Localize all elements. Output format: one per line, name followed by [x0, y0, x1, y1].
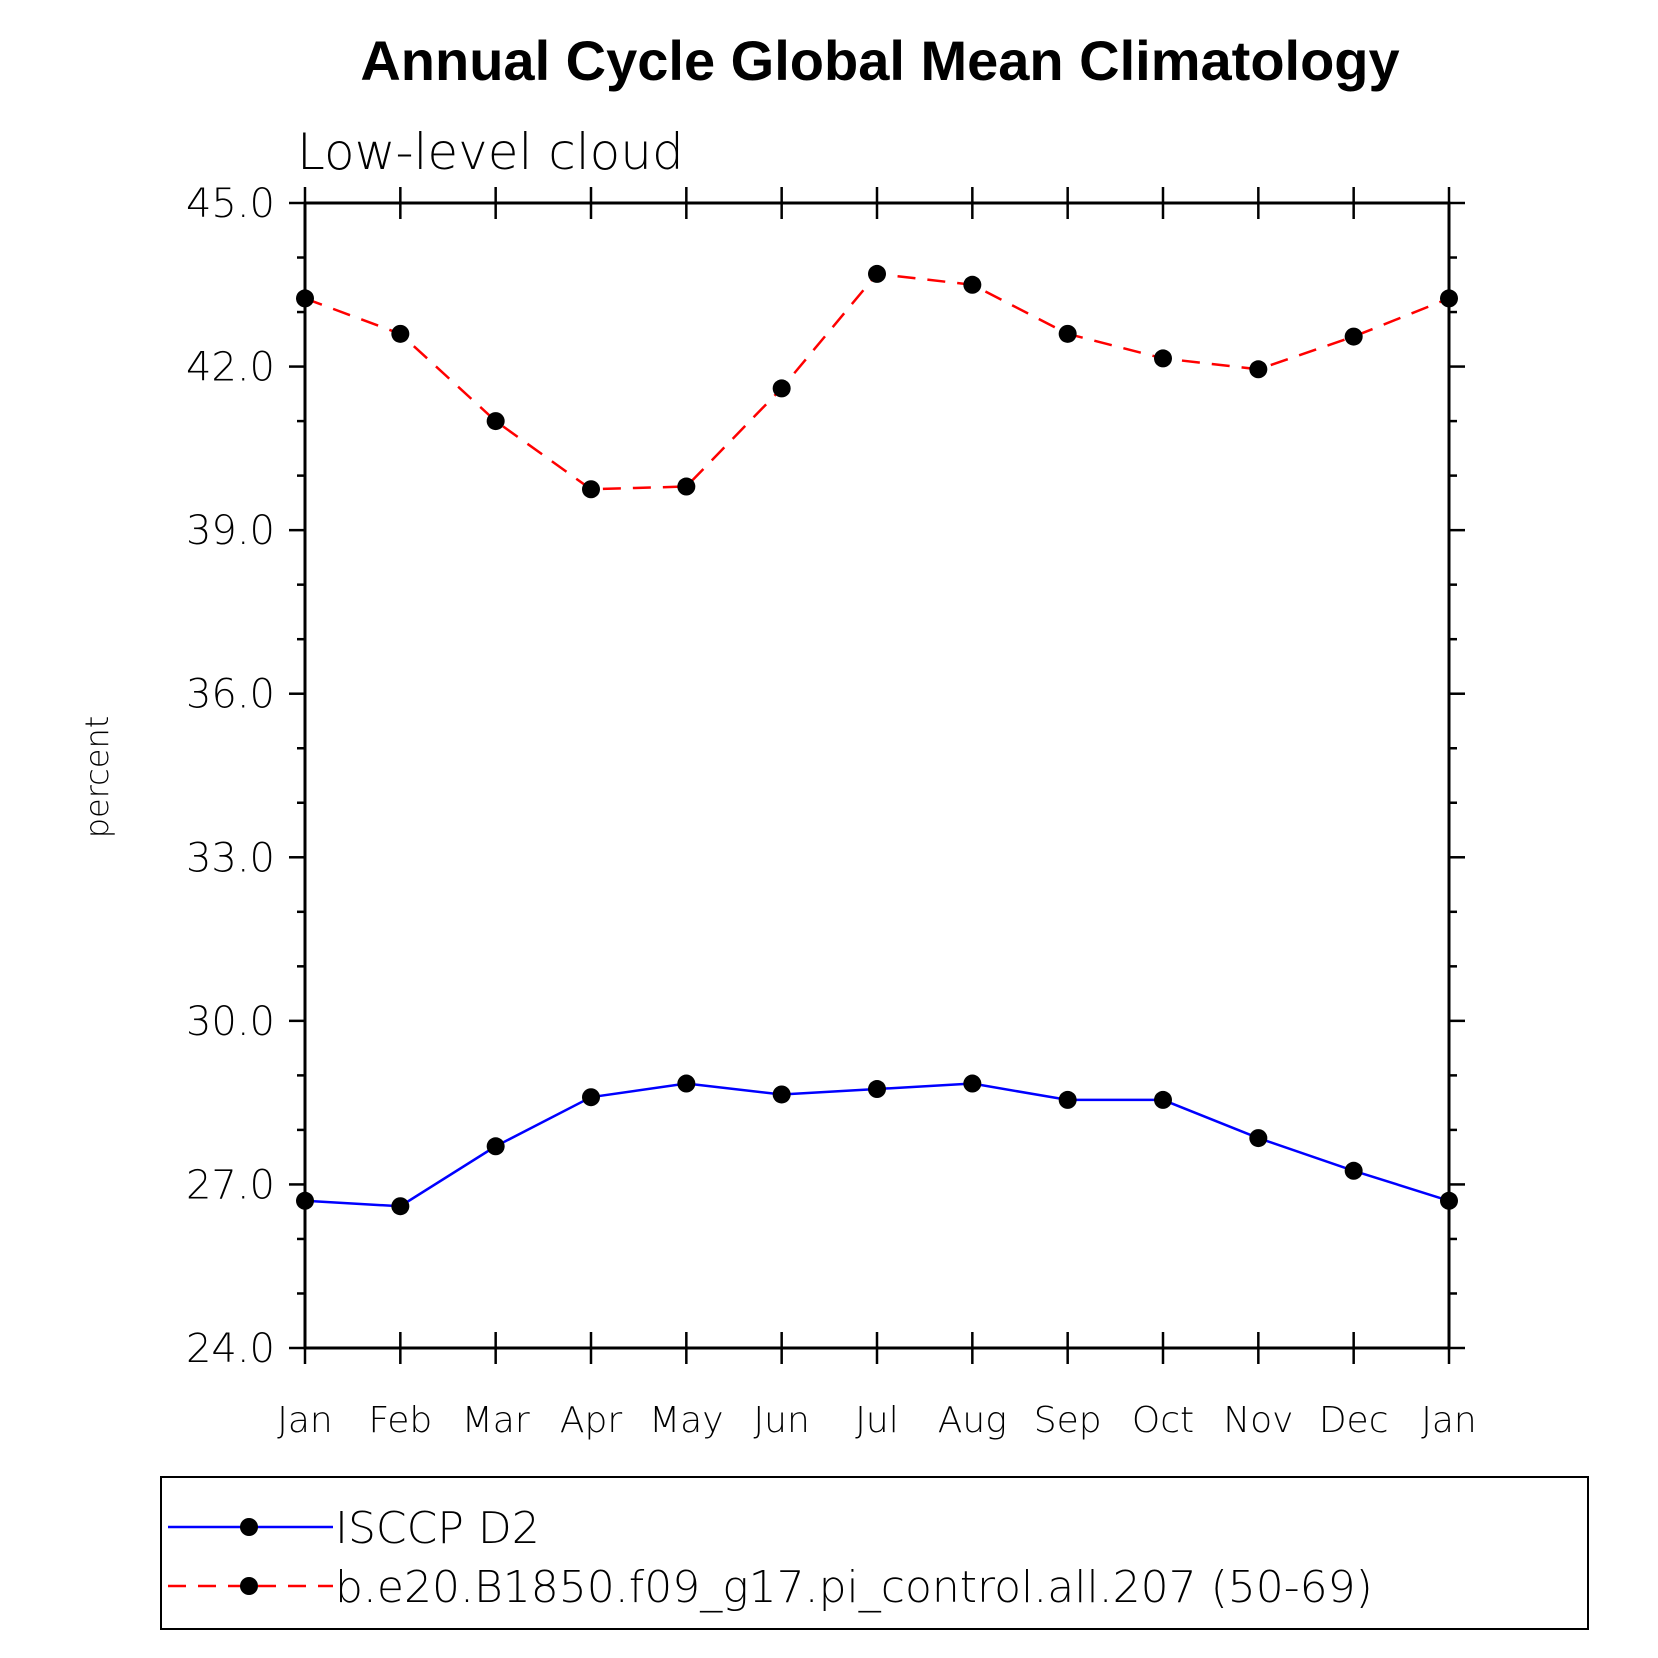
- x-tick-label: Feb: [368, 1400, 432, 1441]
- data-point: [1344, 327, 1363, 346]
- data-point: [1249, 1129, 1268, 1148]
- x-tick-label: Jul: [855, 1400, 898, 1441]
- legend-box: [160, 1476, 1589, 1630]
- x-tick-label: Jan: [1421, 1400, 1477, 1441]
- data-point: [1344, 1161, 1363, 1180]
- data-point: [1249, 360, 1268, 379]
- y-tick-label: 27.0: [186, 1162, 275, 1208]
- data-point: [1440, 1191, 1458, 1210]
- data-point: [391, 324, 410, 343]
- data-point: [772, 379, 791, 398]
- data-point: [296, 289, 314, 308]
- y-tick-label: 30.0: [186, 999, 275, 1045]
- y-tick-label: 39.0: [186, 508, 275, 554]
- data-point: [677, 477, 696, 496]
- legend-swatch-marker: [240, 1577, 258, 1595]
- chart-subtitle: Low-level cloud: [297, 123, 684, 181]
- x-tick-label: Nov: [1223, 1400, 1293, 1441]
- data-point: [772, 1085, 791, 1104]
- y-tick-label: 33.0: [186, 835, 275, 881]
- x-tick-label: Aug: [938, 1400, 1007, 1441]
- x-tick-label: Sep: [1034, 1400, 1102, 1441]
- x-tick-label: Jan: [277, 1400, 333, 1441]
- plot-frame: [303, 201, 1451, 1350]
- x-tick-label: Apr: [560, 1400, 622, 1441]
- series-line-0: [304, 1082, 1450, 1208]
- y-tick-label: 45.0: [186, 181, 275, 227]
- data-point: [486, 412, 505, 431]
- data-point: [391, 1197, 410, 1216]
- plot-area: 24.0 27.0 30.0 33.0 36.0 39.0 42.0 45.0 Jan Feb Ma…: [186, 181, 1477, 1441]
- legend-swatch-marker: [240, 1518, 258, 1536]
- legend-label: b.e20.B1850.f09_g17.pi_control.all.207 (…: [335, 1562, 1373, 1613]
- data-point: [677, 1074, 696, 1093]
- y-tick-label: 24.0: [186, 1326, 275, 1372]
- data-point: [1058, 1090, 1077, 1109]
- y-tick-label: 42.0: [186, 345, 275, 391]
- data-point: [963, 1074, 982, 1093]
- data-point: [486, 1137, 505, 1156]
- y-axis-label: percent: [78, 716, 116, 839]
- legend: ISCCP D2 b.e20.B1850.f09_g17.pi_control.a…: [160, 1476, 1589, 1630]
- y-tick-label: 36.0: [186, 672, 275, 718]
- data-point: [1440, 289, 1458, 308]
- data-point: [963, 275, 982, 294]
- data-point: [296, 1191, 314, 1210]
- data-point: [868, 1080, 886, 1099]
- legend-label: ISCCP D2: [335, 1503, 540, 1554]
- x-tick-label: Oct: [1132, 1400, 1194, 1441]
- data-point: [1058, 324, 1077, 343]
- x-tick-label: Jun: [754, 1400, 810, 1441]
- data-point: [582, 1088, 600, 1107]
- x-tick-label: Dec: [1319, 1400, 1389, 1441]
- series-line-1: [304, 272, 1450, 491]
- x-tick-label: Mar: [462, 1400, 530, 1441]
- data-point: [582, 480, 600, 499]
- data-point: [868, 264, 886, 283]
- data-point: [1154, 1090, 1172, 1109]
- data-point: [1154, 349, 1172, 368]
- chart-title: Annual Cycle Global Mean Climatology: [360, 29, 1399, 92]
- x-tick-label: May: [649, 1400, 723, 1441]
